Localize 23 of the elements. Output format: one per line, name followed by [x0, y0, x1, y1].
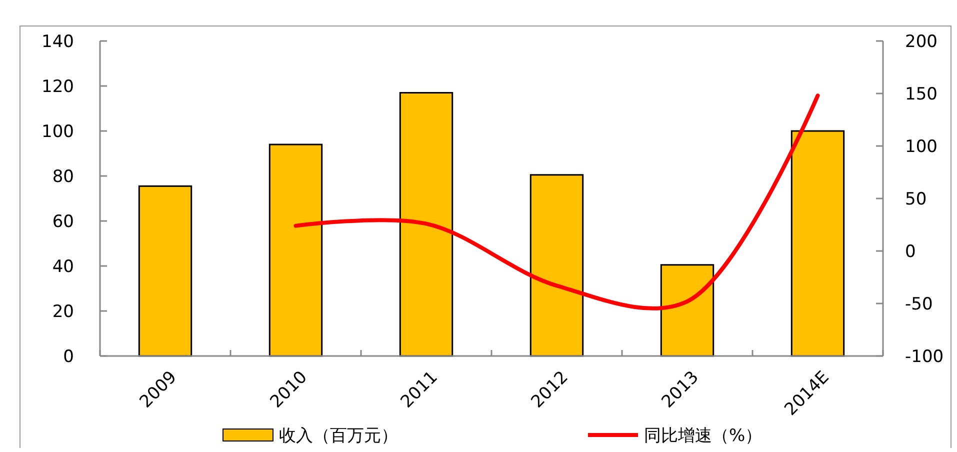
- bar: [268, 144, 323, 357]
- y-tick-label: 20: [52, 302, 74, 322]
- legend-label: 同比增速（%）: [644, 426, 762, 446]
- bar: [660, 264, 714, 357]
- bar: [399, 92, 454, 357]
- bar: [138, 185, 192, 357]
- bar: [530, 174, 584, 357]
- y-tick-label: 40: [52, 256, 74, 277]
- y2-tick-label: 50: [905, 189, 927, 210]
- y-tick-label: 120: [42, 76, 74, 97]
- y-tick-label: 60: [52, 212, 74, 232]
- y2-tick-label: -50: [905, 294, 933, 314]
- y2-tick-label: 150: [905, 84, 938, 104]
- y-tick-label: 80: [52, 166, 74, 187]
- bar: [790, 130, 845, 357]
- y2-tick-label: 0: [905, 242, 916, 262]
- y2-tick-label: 200: [905, 32, 938, 52]
- legend-label: 收入（百万元）: [279, 426, 398, 446]
- y-tick-label: 140: [42, 32, 74, 52]
- y2-tick-label: -100: [905, 346, 944, 367]
- y-tick-label: 0: [63, 346, 74, 367]
- y-tick-label: 100: [42, 122, 74, 142]
- y2-tick-label: 100: [905, 136, 938, 157]
